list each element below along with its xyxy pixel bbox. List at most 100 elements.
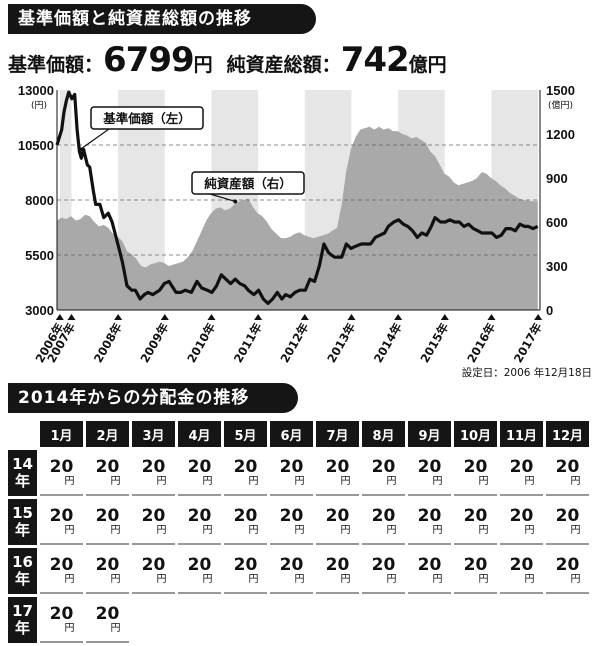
distribution-cell: 20 円 <box>454 499 497 545</box>
x-tick-label: 2009年 <box>138 320 172 365</box>
nav-value: 6799 <box>103 40 195 80</box>
distribution-cell: 20 円 <box>408 499 451 545</box>
distribution-value: 20 <box>95 603 120 624</box>
distribution-cell: 20 円 <box>362 499 405 545</box>
distribution-cell: 20 円 <box>178 450 221 496</box>
x-tick-marker <box>394 314 403 320</box>
distribution-cell: 20 円 <box>40 548 83 594</box>
x-tick-marker <box>347 314 356 320</box>
distribution-value: 20 <box>371 554 396 575</box>
distribution-unit: 円 <box>478 524 489 536</box>
nav-annotation-leader <box>79 128 110 150</box>
month-header: 2月 <box>86 421 129 447</box>
nav-line <box>55 90 539 305</box>
distribution-cell: 20 円 <box>500 548 543 594</box>
nav-annotation-box <box>90 106 204 130</box>
year-header: 17 年 <box>8 597 37 643</box>
x-tick-label: 2016年 <box>464 320 498 365</box>
x-tick-marker <box>160 314 169 320</box>
distribution-unit: 円 <box>64 573 75 585</box>
nav-and-assets-chart: 1300010500800055003000(円)150012009006003… <box>18 83 575 365</box>
distribution-value: 20 <box>187 505 212 526</box>
x-tick-label: 2012年 <box>278 320 312 365</box>
setting-date-note: 設定日：2006 年12月18日 <box>461 367 592 379</box>
distribution-unit: 円 <box>570 524 581 536</box>
distribution-value: 20 <box>325 554 350 575</box>
distribution-unit: 円 <box>110 622 121 634</box>
x-tick-label: 2008年 <box>91 320 125 365</box>
distribution-cell: 20 円 <box>408 548 451 594</box>
left-axis-unit: (円) <box>31 100 47 111</box>
left-tick-label: 13000 <box>18 83 54 98</box>
distribution-unit: 円 <box>248 524 259 536</box>
table-corner <box>8 421 37 447</box>
x-tick-label: 2014年 <box>371 320 405 365</box>
distribution-cell: 20 円 <box>546 499 589 545</box>
right-tick-label: 600 <box>546 215 568 230</box>
distribution-unit: 円 <box>64 622 75 634</box>
year-suffix: 年 <box>14 521 30 539</box>
nav-annotation-dot <box>78 147 83 152</box>
distribution-value: 20 <box>141 554 166 575</box>
distribution-unit: 円 <box>202 524 213 536</box>
distribution-value: 20 <box>325 456 350 477</box>
distribution-value: 20 <box>141 505 166 526</box>
assets-annotation-dot <box>233 199 238 204</box>
distribution-value: 20 <box>555 554 580 575</box>
distribution-cell: 20 円 <box>270 548 313 594</box>
distribution-value: 20 <box>279 505 304 526</box>
distribution-unit: 円 <box>524 573 535 585</box>
distribution-cell: 20 円 <box>454 548 497 594</box>
assets-unit: 億円 <box>408 54 447 76</box>
distribution-cell: 20 円 <box>132 450 175 496</box>
right-tick-label: 1200 <box>546 127 575 142</box>
distribution-cell: 20 円 <box>224 548 267 594</box>
distribution-value: 20 <box>555 505 580 526</box>
right-tick-label: 0 <box>546 303 553 318</box>
distribution-unit: 円 <box>478 573 489 585</box>
month-header: 1月 <box>40 421 83 447</box>
distribution-cell: 20 円 <box>86 450 129 496</box>
distribution-unit: 円 <box>64 524 75 536</box>
distribution-cell: 20 円 <box>316 499 359 545</box>
x-tick-marker <box>440 314 449 320</box>
distribution-cell: 20 円 <box>224 450 267 496</box>
distribution-unit: 円 <box>110 475 121 487</box>
chart-section-title: 基準価額と純資産総額の推移 <box>8 4 316 34</box>
distribution-unit: 円 <box>294 524 305 536</box>
assets-annotation-label: 純資産額（右） <box>204 176 292 191</box>
year-suffix: 年 <box>14 619 30 637</box>
distribution-unit: 円 <box>432 475 443 487</box>
distribution-value: 20 <box>417 505 442 526</box>
distribution-unit: 円 <box>294 475 305 487</box>
x-tick-marker <box>207 314 216 320</box>
distribution-unit: 円 <box>248 573 259 585</box>
assets-label: 純資産総額： <box>226 54 341 76</box>
distribution-unit: 円 <box>202 573 213 585</box>
nav-label: 基準価額： <box>8 54 104 76</box>
distribution-unit: 円 <box>340 524 351 536</box>
distribution-unit: 円 <box>156 475 167 487</box>
x-tick-label: 2011年 <box>231 320 265 365</box>
distribution-unit: 円 <box>156 573 167 585</box>
x-tick-label: 2017年 <box>511 320 545 365</box>
right-tick-label: 300 <box>546 259 568 274</box>
distribution-unit: 円 <box>202 475 213 487</box>
distribution-unit: 円 <box>110 573 121 585</box>
assets-annotation-box <box>191 171 305 195</box>
distribution-unit: 円 <box>340 573 351 585</box>
month-header: 11月 <box>500 421 543 447</box>
month-header: 4月 <box>178 421 221 447</box>
distribution-cell: 20 円 <box>224 499 267 545</box>
distribution-cell: 20 円 <box>316 450 359 496</box>
distribution-cell: 20 円 <box>178 499 221 545</box>
x-tick-marker <box>55 314 64 320</box>
x-tick-marker <box>534 314 543 320</box>
month-header: 5月 <box>224 421 267 447</box>
distribution-cell: 20 円 <box>546 548 589 594</box>
month-header: 6月 <box>270 421 313 447</box>
headline: 基準価額：6799円 純資産総額：742億円 <box>8 40 598 80</box>
distribution-value: 20 <box>509 554 534 575</box>
distribution-value: 20 <box>233 554 258 575</box>
distribution-unit: 円 <box>432 524 443 536</box>
